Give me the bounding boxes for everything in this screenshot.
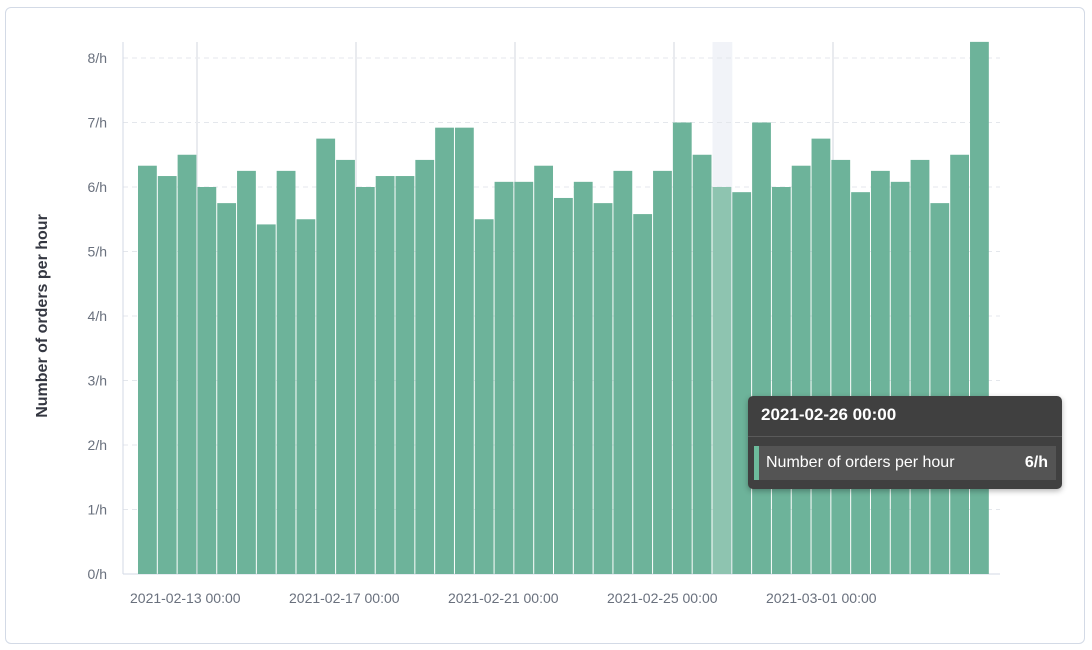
bar[interactable]	[890, 181, 910, 574]
bar[interactable]	[851, 192, 870, 574]
x-tick-label: 2021-02-21 00:00	[448, 590, 559, 606]
bar[interactable]	[276, 170, 296, 574]
tooltip: 2021-02-26 00:00 Number of orders per ho…	[748, 396, 1062, 489]
bar[interactable]	[197, 187, 217, 574]
bar[interactable]	[653, 170, 672, 574]
bar[interactable]	[454, 127, 474, 574]
y-tick-label: 8/h	[88, 50, 107, 66]
bar[interactable]	[771, 187, 791, 574]
bar[interactable]	[672, 122, 692, 575]
bar[interactable]	[514, 181, 534, 574]
bar[interactable]	[573, 181, 593, 574]
bar[interactable]	[692, 154, 712, 574]
bar[interactable]	[415, 159, 435, 574]
bar[interactable]	[157, 176, 177, 574]
bar[interactable]	[811, 138, 831, 574]
y-tick-label: 3/h	[88, 373, 107, 389]
bar[interactable]	[831, 159, 851, 574]
bar[interactable]	[870, 170, 890, 574]
bar[interactable]	[474, 219, 494, 574]
bar[interactable]	[752, 122, 771, 575]
y-tick-label: 7/h	[88, 115, 107, 131]
y-tick-label: 1/h	[88, 502, 107, 518]
y-tick-label: 5/h	[88, 244, 107, 260]
bar[interactable]	[336, 159, 355, 574]
bar[interactable]	[395, 176, 415, 574]
bar[interactable]	[791, 165, 811, 574]
bar[interactable]	[712, 187, 732, 574]
y-tick-label: 6/h	[88, 179, 107, 195]
tooltip-title: 2021-02-26 00:00	[748, 396, 1062, 437]
bar[interactable]	[237, 170, 256, 574]
x-tick-label: 2021-02-17 00:00	[289, 590, 400, 606]
bar[interactable]	[633, 214, 653, 574]
bar[interactable]	[177, 154, 197, 574]
bar[interactable]	[494, 181, 514, 574]
bar[interactable]	[316, 138, 336, 574]
y-tick-label: 4/h	[88, 308, 107, 324]
x-tick-label: 2021-02-13 00:00	[130, 590, 241, 606]
bar[interactable]	[970, 41, 989, 574]
x-tick-label: 2021-02-25 00:00	[607, 590, 718, 606]
bar[interactable]	[435, 127, 454, 574]
bar[interactable]	[554, 197, 573, 574]
x-tick-label: 2021-03-01 00:00	[766, 590, 877, 606]
bar[interactable]	[355, 187, 375, 574]
tooltip-series-name: Number of orders per hour	[766, 454, 955, 471]
y-tick-label: 0/h	[88, 566, 107, 582]
y-tick-label: 2/h	[88, 437, 107, 453]
bar[interactable]	[593, 203, 613, 574]
bar[interactable]	[138, 165, 157, 574]
bar[interactable]	[950, 154, 970, 574]
bar[interactable]	[296, 219, 316, 574]
bar[interactable]	[375, 176, 395, 574]
bar[interactable]	[217, 203, 237, 574]
y-axis-label: Number of orders per hour	[34, 214, 51, 418]
bar[interactable]	[256, 224, 276, 574]
bar[interactable]	[930, 203, 950, 574]
tooltip-row: Number of orders per hour 6/h	[754, 446, 1056, 480]
tooltip-value: 6/h	[1024, 454, 1048, 471]
series-color-swatch	[754, 446, 759, 480]
bar[interactable]	[534, 165, 554, 574]
bar[interactable]	[910, 159, 930, 574]
bar[interactable]	[613, 170, 633, 574]
bar[interactable]	[732, 192, 752, 574]
